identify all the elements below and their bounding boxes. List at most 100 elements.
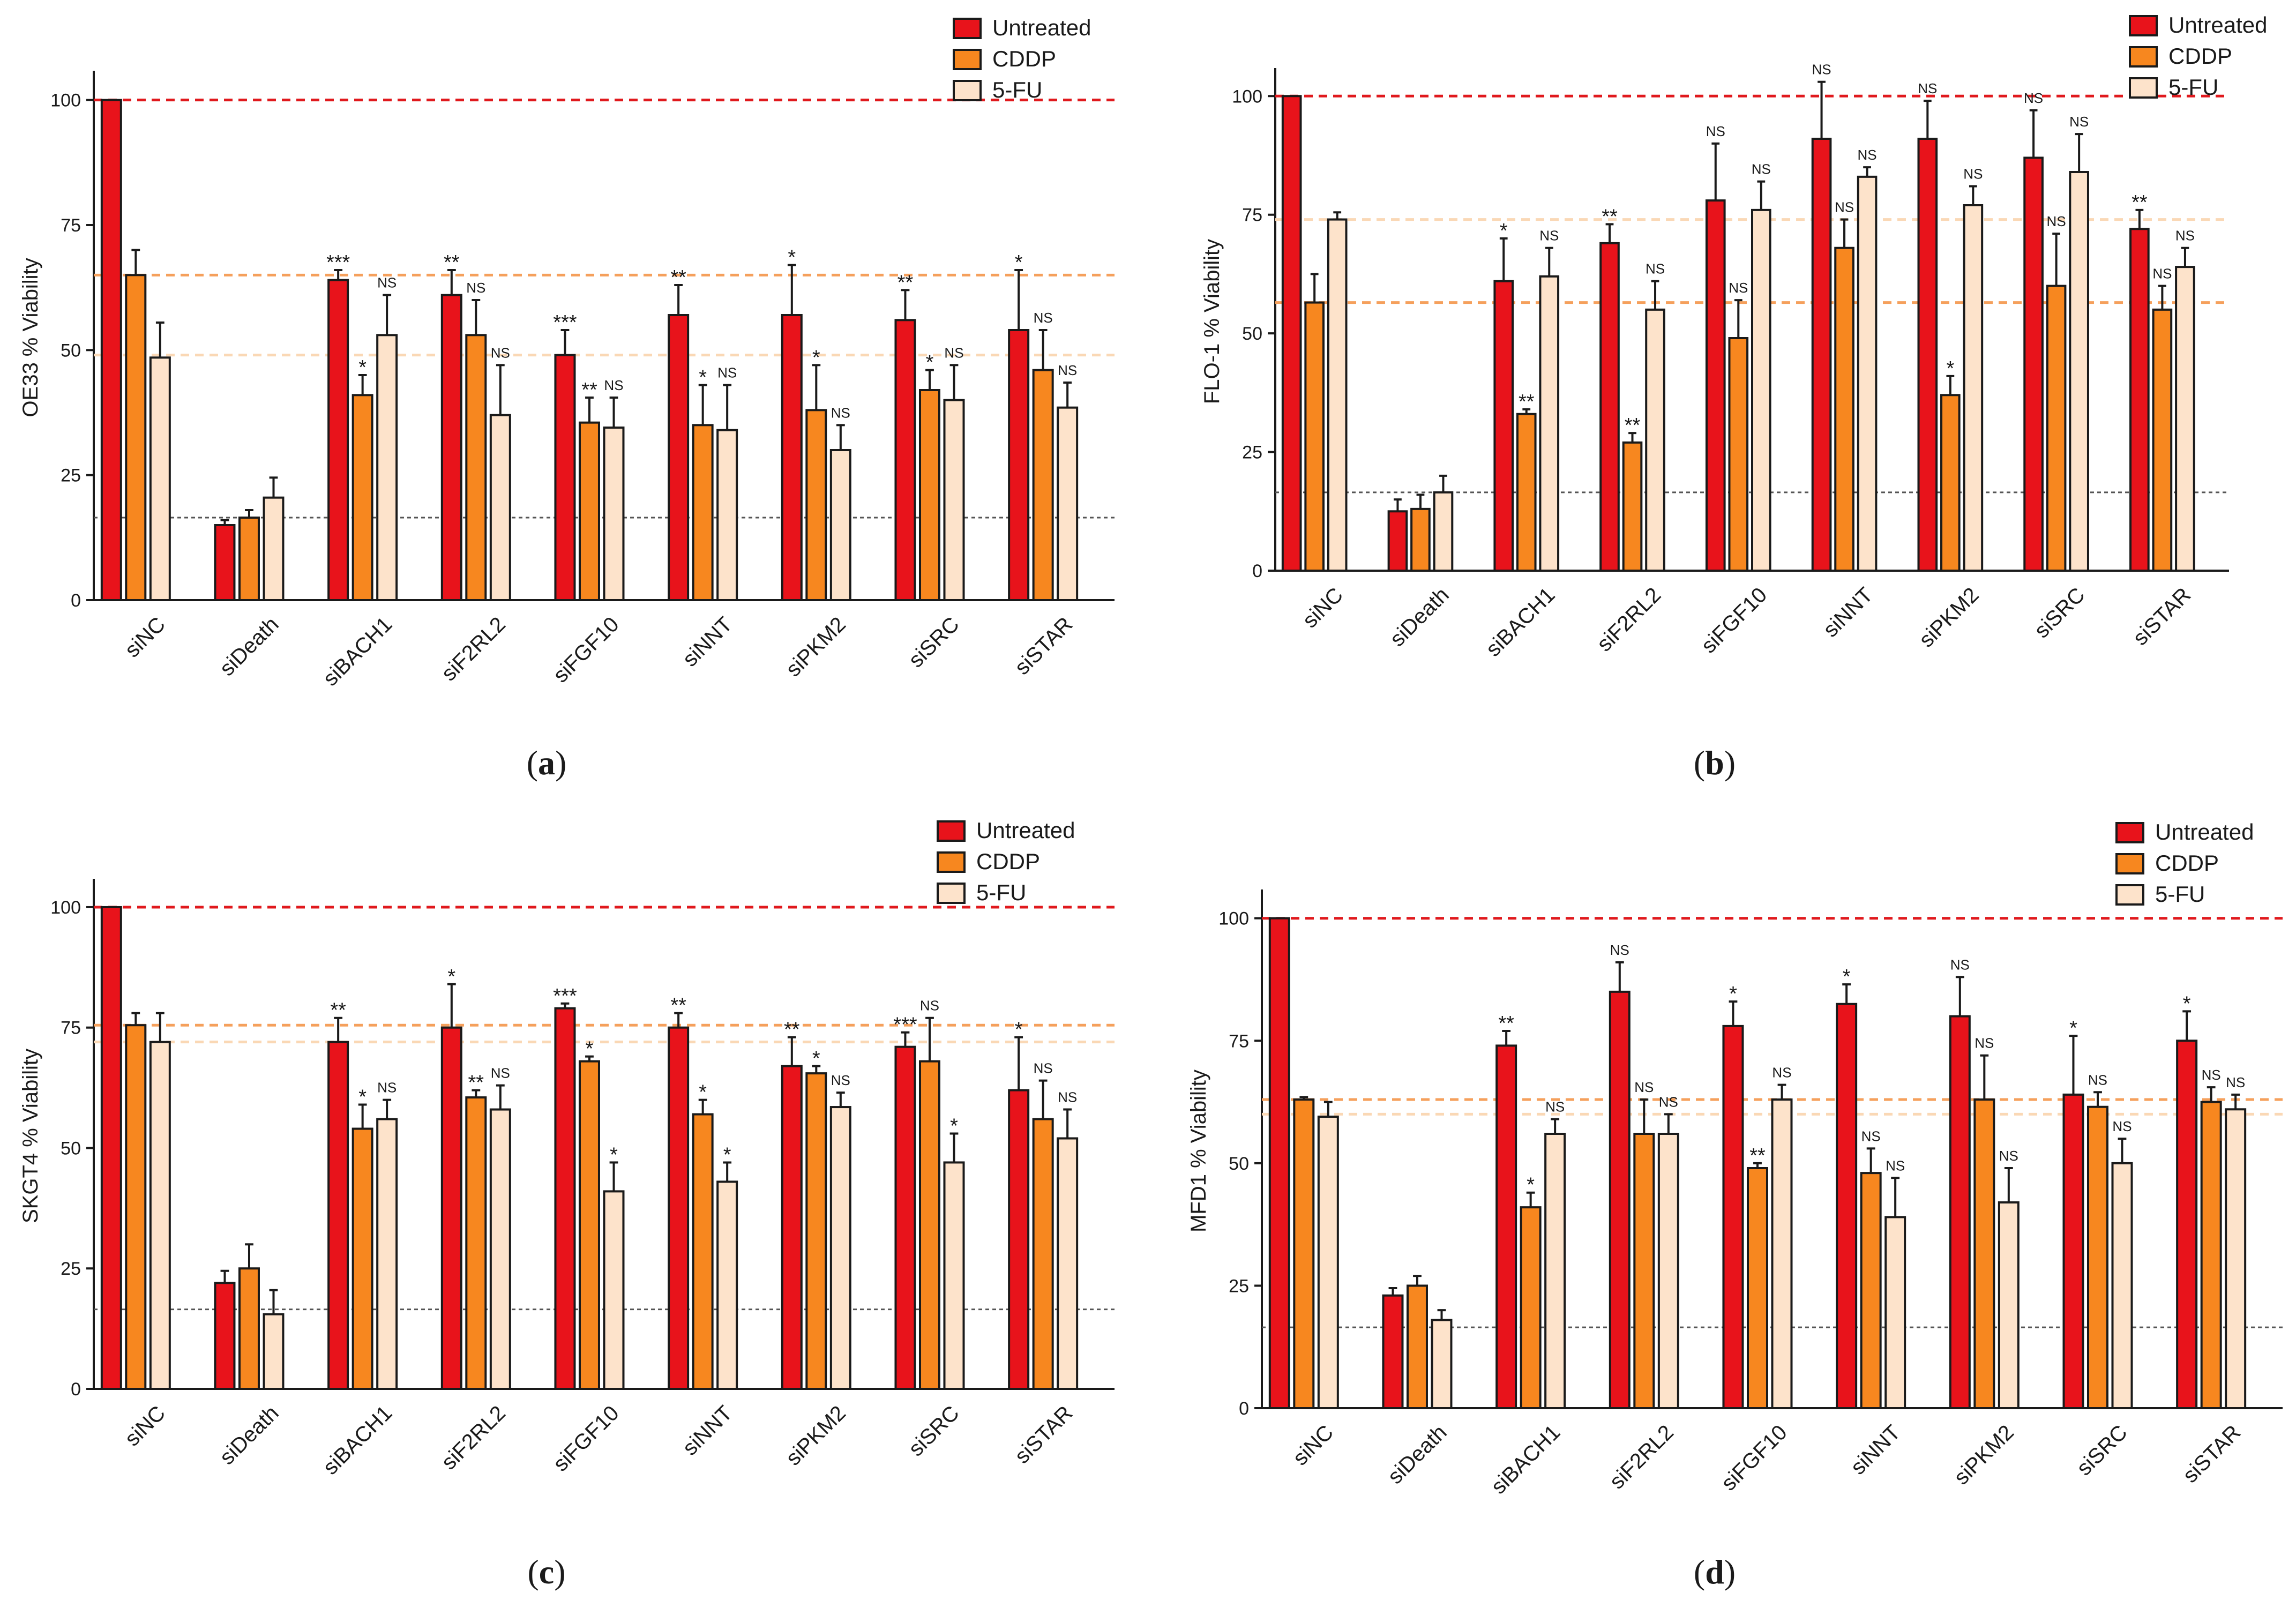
significance-label: NS bbox=[831, 405, 850, 421]
legend-label-5fu: 5-FU bbox=[992, 77, 1042, 102]
significance-label: ** bbox=[670, 995, 686, 1017]
bar-cddp-siNNT bbox=[1834, 246, 1854, 572]
significance-label: * bbox=[2069, 1017, 2077, 1040]
bar-5fu-siPKM2 bbox=[829, 1106, 851, 1390]
bar-untreated-siSRC bbox=[2062, 1093, 2084, 1410]
bar-cddp-siFGF10 bbox=[578, 421, 600, 602]
significance-label: ** bbox=[898, 271, 914, 294]
bar-5fu-siNNT bbox=[1857, 175, 1878, 572]
bar-cddp-siSRC bbox=[918, 389, 940, 601]
bar-5fu-siNC bbox=[1317, 1116, 1339, 1409]
significance-label: * bbox=[1527, 1174, 1535, 1197]
bar-untreated-siSRC bbox=[894, 1045, 916, 1390]
legend: Untreated CDDP 5-FU bbox=[2129, 12, 2267, 100]
y-tick-label: 0 bbox=[1239, 1399, 1249, 1419]
bar-cddp-siFGF10 bbox=[578, 1060, 600, 1390]
legend-label-untreated: Untreated bbox=[2155, 819, 2254, 844]
bar-5fu-siNC bbox=[1327, 218, 1348, 572]
significance-label: NS bbox=[377, 1080, 397, 1096]
y-tick-label: 75 bbox=[1229, 1031, 1249, 1051]
significance-label: NS bbox=[466, 280, 485, 296]
bar-cddp-siSTAR bbox=[2152, 308, 2173, 572]
significance-label: NS bbox=[1835, 199, 1854, 215]
significance-label: NS bbox=[2088, 1072, 2107, 1088]
significance-label: NS bbox=[2152, 266, 2172, 282]
panel-caption-c: (c) bbox=[527, 1553, 565, 1591]
y-tick-label: 0 bbox=[1252, 561, 1262, 581]
bar-cddp-siPKM2 bbox=[805, 1072, 827, 1390]
significance-label: *** bbox=[553, 311, 577, 334]
y-tick-label: 100 bbox=[1218, 909, 1249, 929]
bar-5fu-siFGF10 bbox=[1751, 208, 1771, 572]
bar-cddp-siBACH1 bbox=[1520, 1206, 1542, 1409]
significance-label: NS bbox=[1999, 1148, 2018, 1164]
bar-untreated-siSRC bbox=[894, 319, 916, 601]
bar-5fu-siSRC bbox=[943, 1161, 965, 1390]
significance-label: * bbox=[926, 352, 934, 374]
significance-label: NS bbox=[1861, 1128, 1881, 1144]
y-tick-label: 100 bbox=[50, 898, 81, 918]
significance-label: NS bbox=[920, 998, 939, 1014]
legend: Untreated CDDP 5-FU bbox=[953, 15, 1091, 102]
legend-swatch-5fu bbox=[953, 80, 982, 101]
legend-swatch-5fu bbox=[937, 883, 966, 904]
y-tick-label: 0 bbox=[71, 590, 81, 611]
legend-swatch-cddp bbox=[953, 49, 982, 70]
bar-untreated-siNNT bbox=[1836, 1003, 1858, 1409]
significance-label: ** bbox=[330, 999, 346, 1022]
bar-cddp-siDeath bbox=[238, 517, 260, 601]
y-tick-label: 0 bbox=[71, 1379, 81, 1400]
legend: Untreated CDDP 5-FU bbox=[937, 818, 1075, 905]
panel-caption-d: (d) bbox=[1694, 1553, 1736, 1591]
bar-cddp-siNNT bbox=[1860, 1172, 1882, 1409]
significance-label: NS bbox=[2175, 228, 2195, 244]
y-tick-label: 75 bbox=[1242, 205, 1262, 226]
legend-label-cddp: CDDP bbox=[976, 849, 1040, 874]
significance-label: *** bbox=[326, 251, 350, 274]
bar-5fu-siDeath bbox=[1433, 491, 1454, 572]
y-tick-label: 100 bbox=[50, 91, 81, 111]
significance-label: NS bbox=[717, 365, 737, 381]
bar-cddp-siFGF10 bbox=[1728, 337, 1749, 572]
significance-label: * bbox=[699, 1081, 707, 1104]
significance-label: NS bbox=[2047, 213, 2066, 229]
bar-5fu-siPKM2 bbox=[829, 449, 851, 601]
bar-cddp-siSRC bbox=[918, 1060, 940, 1390]
significance-label: NS bbox=[1034, 310, 1053, 326]
significance-label: NS bbox=[1539, 228, 1559, 244]
panel-caption-b: (b) bbox=[1694, 744, 1736, 782]
bar-5fu-siPKM2 bbox=[1963, 204, 1984, 572]
bar-cddp-siPKM2 bbox=[1940, 394, 1961, 572]
legend-label-5fu: 5-FU bbox=[976, 880, 1026, 905]
significance-label: *** bbox=[553, 985, 577, 1007]
bar-untreated-siSTAR bbox=[1008, 329, 1030, 601]
bar-5fu-siDeath bbox=[263, 496, 285, 602]
bar-5fu-siFGF10 bbox=[603, 1190, 625, 1390]
significance-label: NS bbox=[1812, 62, 1831, 78]
y-tick-label: 50 bbox=[61, 1138, 81, 1158]
significance-label: * bbox=[1500, 220, 1508, 242]
bar-untreated-siSTAR bbox=[2129, 228, 2150, 572]
significance-label: NS bbox=[1058, 362, 1077, 378]
legend-swatch-untreated bbox=[953, 18, 982, 39]
bar-cddp-siF2RL2 bbox=[465, 334, 487, 601]
bar-cddp-siNNT bbox=[692, 1113, 714, 1390]
significance-label: *** bbox=[893, 1014, 917, 1036]
legend-swatch-cddp bbox=[2129, 46, 2158, 68]
significance-label: NS bbox=[1950, 956, 1970, 973]
bar-5fu-siF2RL2 bbox=[1657, 1133, 1679, 1409]
legend-label-cddp: CDDP bbox=[2155, 850, 2219, 876]
bar-cddp-siF2RL2 bbox=[465, 1096, 487, 1390]
bar-5fu-siSRC bbox=[2111, 1162, 2133, 1410]
significance-label: * bbox=[1015, 251, 1023, 274]
significance-label: NS bbox=[1706, 123, 1725, 139]
bar-5fu-siF2RL2 bbox=[489, 1108, 511, 1390]
y-tick-label: 25 bbox=[61, 1259, 81, 1279]
significance-label: * bbox=[358, 356, 367, 379]
bar-5fu-siNC bbox=[149, 1041, 171, 1390]
bar-cddp-siNC bbox=[125, 1024, 147, 1390]
bar-5fu-siNNT bbox=[716, 429, 738, 602]
legend-label-5fu: 5-FU bbox=[2168, 74, 2218, 100]
bar-untreated-siFGF10 bbox=[554, 354, 576, 602]
